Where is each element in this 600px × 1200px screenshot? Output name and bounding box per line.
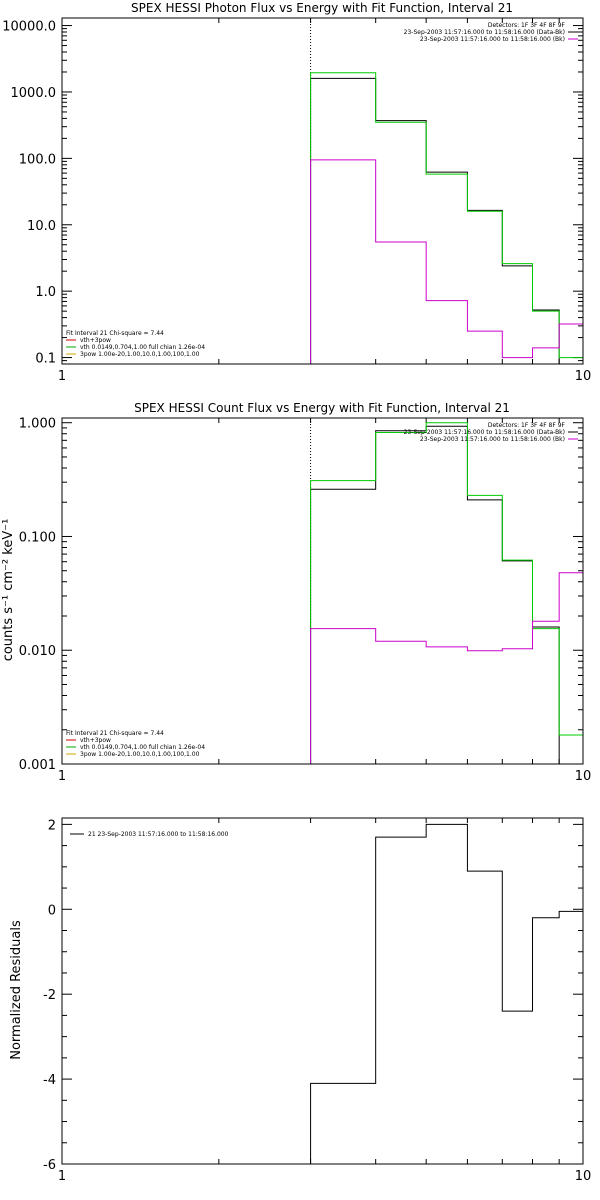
y-tick-label: 1.0 [35, 285, 56, 300]
photon-flux-panel: SPEX HESSI Photon Flux vs Energy with Fi… [2, 1, 592, 384]
y-tick-label: 10000.0 [2, 20, 56, 35]
y-tick-label: 10.0 [27, 219, 56, 234]
x-tick-label: 10 [575, 1169, 592, 1184]
y-tick-label: -2 [43, 988, 56, 1003]
x-tick-label: 1 [58, 369, 66, 384]
photon-plot-frame [61, 17, 584, 365]
y-tick-label: 1.000 [19, 417, 56, 432]
legend-entry: 3pow 1.00e-20,1.00,10.0,1.00,100,1.00 [80, 751, 200, 758]
legend-entry: 3pow 1.00e-20,1.00,10.0,1.00,100,1.00 [80, 351, 200, 358]
series-bk-histogram [310, 159, 583, 364]
legend-entry: 23-Sep-2003 11:57:16.000 to 11:58:16.000… [420, 36, 565, 43]
count-plot-frame [61, 417, 584, 765]
y-tick-label: 0.010 [19, 644, 56, 659]
count-panel-title: SPEX HESSI Count Flux vs Energy with Fit… [134, 401, 510, 415]
legend-entry: vth 0.0149,0.704,1.00 full chian 1.26e-0… [80, 744, 205, 751]
series-21-histogram [310, 823, 583, 1164]
residuals-plot-frame [61, 817, 584, 1165]
series-data-bk-histogram [310, 425, 560, 764]
legend-entry: vth+3pow [80, 737, 111, 744]
y-tick-label: -6 [43, 1158, 56, 1173]
x-tick-label: 1 [58, 1169, 66, 1184]
y-tick-label: 2 [48, 818, 56, 833]
y-tick-label: 0 [48, 903, 56, 918]
y-tick-label: 0.1 [35, 352, 56, 367]
x-tick-label: 10 [575, 369, 592, 384]
y-tick-label: 0.100 [19, 530, 56, 545]
residuals-panel: Normalized Residuals 1 10 -6 -4 -2 0 2 21 23-Se… [9, 817, 592, 1184]
x-tick-label: 10 [575, 769, 592, 784]
legend-entry: Fit Interval 21 Chi-square = 7.44 [66, 730, 164, 737]
legend-entry: 23-Sep-2003 11:57:16.000 to 11:58:16.000… [404, 429, 565, 436]
y-tick-label: 1000.0 [11, 86, 57, 101]
legend-entry: 23-Sep-2003 11:57:16.000 to 11:58:16.000… [404, 29, 565, 36]
legend-entry: Fit Interval 21 Chi-square = 7.44 [66, 330, 164, 337]
count-flux-panel: SPEX HESSI Count Flux vs Energy with Fit… [1, 401, 592, 784]
legend-entry: vth+3pow [80, 337, 111, 344]
y-tick-label: 100.0 [19, 152, 56, 167]
series-bk-histogram [310, 572, 583, 764]
legend-entry: Detectors: 1F 3F 4F 8F 9F [488, 22, 566, 29]
y-tick-label: 0.001 [19, 758, 56, 773]
residuals-y-axis-label: Normalized Residuals [9, 920, 24, 1060]
count-y-axis-label: counts s⁻¹ cm⁻² keV⁻¹ [1, 519, 16, 662]
legend-entry: 21 23-Sep-2003 11:57:16.000 to 11:58:16.… [88, 831, 229, 838]
photon-panel-title: SPEX HESSI Photon Flux vs Energy with Fi… [131, 1, 513, 15]
legend-entry: 23-Sep-2003 11:57:16.000 to 11:58:16.000… [420, 436, 565, 443]
legend-entry: Detectors: 1F 3F 4F 8F 9F [488, 422, 566, 429]
series-vth-3pow-histogram [310, 422, 583, 764]
y-tick-label: -4 [43, 1073, 56, 1088]
legend-entry: vth 0.0149,0.704,1.00 full chian 1.26e-0… [80, 344, 205, 351]
series-vth-3pow-histogram [310, 72, 583, 364]
x-tick-label: 1 [58, 769, 66, 784]
